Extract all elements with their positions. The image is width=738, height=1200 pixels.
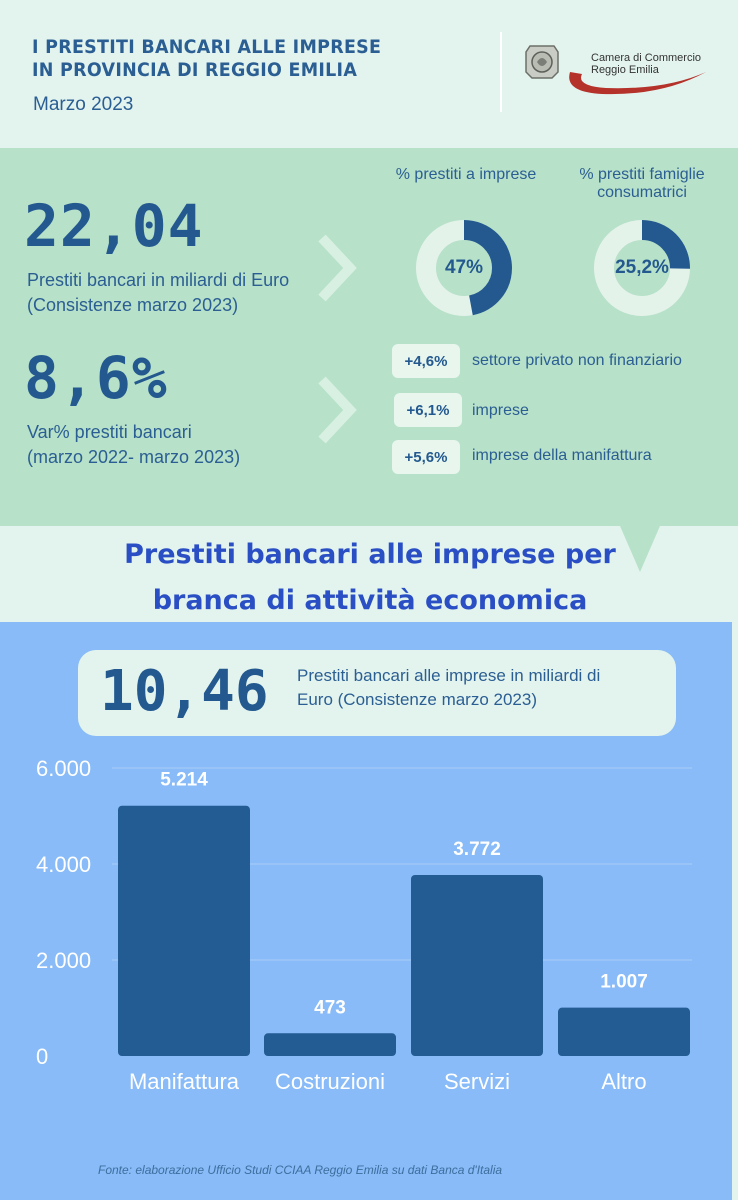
business-loans-desc-line-1: Prestiti bancari alle imprese in miliard… xyxy=(297,666,601,685)
y-tick-label: 0 xyxy=(36,1044,48,1069)
chamber-seal-icon xyxy=(525,45,559,79)
bar-value-label: 3.772 xyxy=(453,839,501,860)
donut-famiglie-arc xyxy=(594,220,690,316)
y-tick-label: 2.000 xyxy=(36,948,91,973)
title-line-1: I PRESTITI BANCARI ALLE IMPRESE xyxy=(32,36,382,58)
section-title-line-1: Prestiti bancari alle imprese per xyxy=(124,539,616,570)
x-tick-label: Manifattura xyxy=(129,1069,240,1094)
chevron-right-icon xyxy=(318,376,357,444)
variation-label: imprese della manifattura xyxy=(472,447,652,464)
chamber-logo-swoosh-icon xyxy=(569,72,706,95)
stats-panel xyxy=(0,148,738,526)
business-loans-description: Prestiti bancari alle imprese in miliard… xyxy=(297,664,657,712)
donut-imprese-value: 47% xyxy=(444,257,484,278)
donut-label-imprese: % prestiti a imprese xyxy=(376,166,556,184)
x-tick-label: Costruzioni xyxy=(275,1069,385,1094)
loan-variation-desc-line-1: Var% prestiti bancari xyxy=(27,422,192,442)
total-loans-description: Prestiti bancari in miliardi di Euro (Co… xyxy=(27,268,289,318)
variation-label: settore privato non finanziario xyxy=(472,352,682,369)
source-note: Fonte: elaborazione Ufficio Studi CCIAA … xyxy=(98,1163,503,1177)
donut-label-famiglie: % prestiti famiglie consumatrici xyxy=(556,166,728,202)
donut-label-famiglie-line-1: % prestiti famiglie xyxy=(579,166,705,183)
bar xyxy=(411,874,543,1056)
bar xyxy=(118,805,250,1056)
donut-imprese-arc xyxy=(416,220,512,316)
report-date: Marzo 2023 xyxy=(33,94,134,115)
section-title: Prestiti bancari alle imprese per branca… xyxy=(40,532,700,624)
variation-badge: +5,6% xyxy=(392,440,460,474)
donut-label-famiglie-line-2: consumatrici xyxy=(597,184,687,201)
header xyxy=(0,0,738,148)
chevron-right-icon xyxy=(318,234,357,302)
loan-variation-description: Var% prestiti bancari (marzo 2022- marzo… xyxy=(27,420,240,470)
bar-value-label: 5.214 xyxy=(160,770,208,791)
logo-line-1: Camera di Commercio xyxy=(591,52,702,64)
donut-famiglie-value: 25,2% xyxy=(615,257,669,278)
header-divider xyxy=(500,32,502,112)
donut-imprese xyxy=(416,220,512,316)
loan-variation-desc-line-2: (marzo 2022- marzo 2023) xyxy=(27,447,241,467)
variation-badge: +4,6% xyxy=(392,344,460,378)
bar xyxy=(558,1007,690,1056)
section-title-line-2: branca di attività economica xyxy=(152,585,588,616)
callout-pointer xyxy=(620,526,660,572)
x-tick-label: Altro xyxy=(601,1069,646,1094)
title-line-2: IN PROVINCIA DI REGGIO EMILIA xyxy=(32,59,358,81)
logo-line-2: Reggio Emilia xyxy=(591,64,659,76)
business-loans-card xyxy=(78,650,676,736)
business-loans-desc-line-2: Euro (Consistenze marzo 2023) xyxy=(297,690,538,709)
loan-variation-value: 8,6% xyxy=(24,344,168,412)
variation-badge: +6,1% xyxy=(394,393,462,427)
variation-label: imprese xyxy=(472,402,529,419)
bar-chart: 0 2.000 4.000 6.000 5.214 Manifattura 473 Costr… xyxy=(36,756,692,1094)
total-loans-desc-line-2: (Consistenze marzo 2023) xyxy=(27,295,239,315)
x-tick-label: Servizi xyxy=(444,1069,510,1094)
bar-value-label: 473 xyxy=(314,997,346,1018)
total-loans-desc-line-1: Prestiti bancari in miliardi di Euro xyxy=(27,270,290,290)
chamber-logo-text: Camera di Commercio Reggio Emilia xyxy=(591,52,701,76)
section-title-band xyxy=(0,526,738,622)
business-loans-value: 10,46 xyxy=(100,659,269,724)
page-title: I PRESTITI BANCARI ALLE IMPRESE IN PROVI… xyxy=(32,36,381,82)
y-tick-label: 4.000 xyxy=(36,852,91,877)
y-tick-label: 6.000 xyxy=(36,756,91,781)
bar-value-label: 1.007 xyxy=(600,972,648,993)
total-loans-value: 22,04 xyxy=(24,192,204,260)
bar xyxy=(264,1033,396,1056)
donut-label-imprese-line-1: % prestiti a imprese xyxy=(395,166,537,183)
donut-famiglie xyxy=(594,220,690,316)
